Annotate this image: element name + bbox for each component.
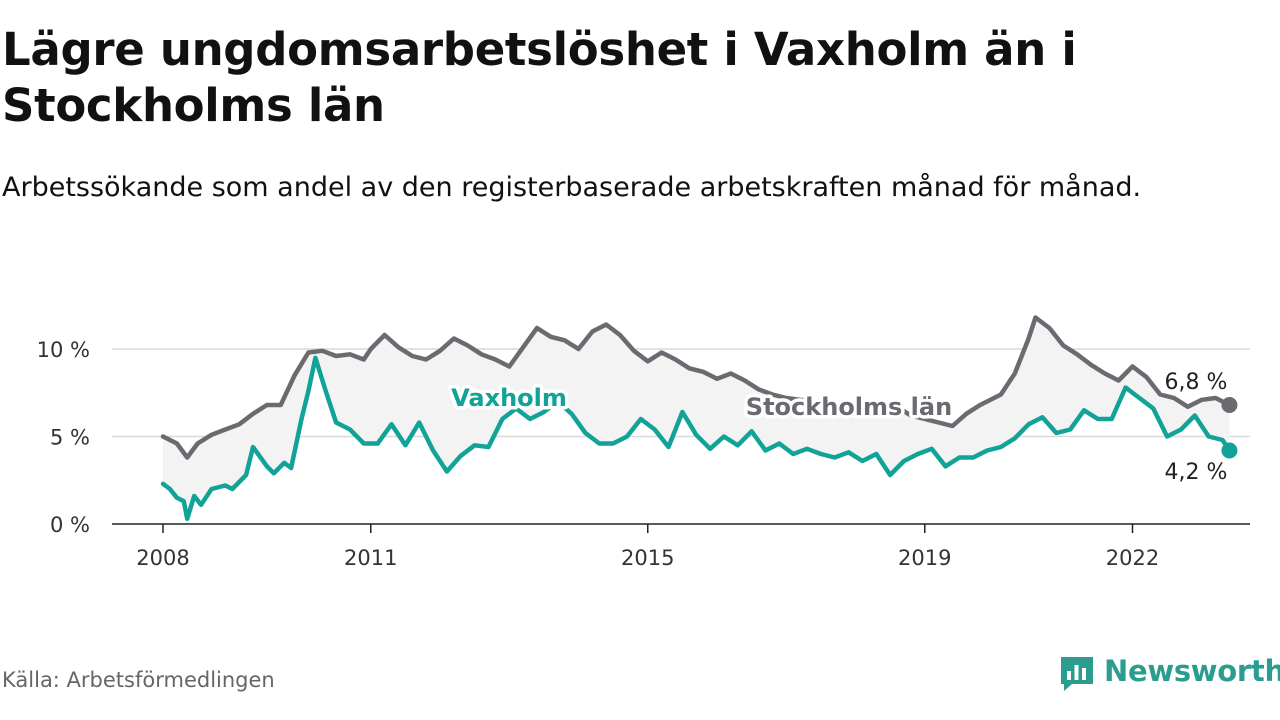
end-label-vaxholm: 4,2 % <box>1165 460 1228 485</box>
series-line-vaxholm <box>160 355 1232 522</box>
end-marker-vaxholm <box>1221 442 1238 459</box>
end-marker-stockholm <box>1221 397 1238 413</box>
x-tick-label: 2011 <box>344 546 397 570</box>
x-tick-label: 2019 <box>898 546 951 570</box>
y-tick-label: 0 % <box>50 513 90 537</box>
series-line-stockholm <box>160 315 1232 460</box>
y-tick-label: 10 % <box>37 338 90 362</box>
series-label-stockholm: Stockholms län <box>746 393 952 421</box>
chart-title: Lägre ungdomsarbetslöshet i Vaxholm än i… <box>2 23 1077 132</box>
newsworthy-logo-icon <box>1061 657 1093 691</box>
x-tick-label: 2015 <box>621 546 674 570</box>
end-label-stockholm: 6,8 % <box>1165 370 1228 395</box>
brand-name: Newsworthy <box>1104 654 1280 688</box>
source-note: Källa: Arbetsförmedlingen <box>2 668 275 692</box>
y-tick-label: 5 % <box>50 426 90 450</box>
series-label-vaxholm: Vaxholm <box>451 384 567 412</box>
series-gap-band <box>163 317 1230 519</box>
x-tick-label: 2008 <box>136 546 189 570</box>
x-tick-label: 2022 <box>1106 546 1159 570</box>
chart-subtitle: Arbetssökande som andel av den registerb… <box>2 172 1142 203</box>
